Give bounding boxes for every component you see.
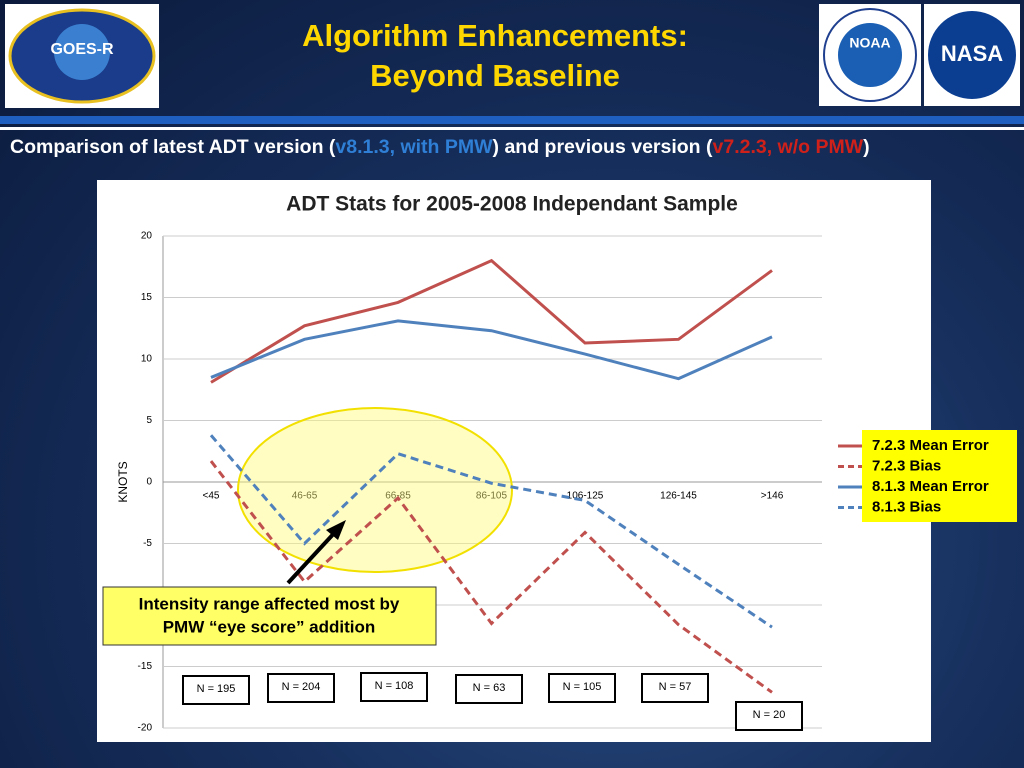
y-tick-label: 5 [146, 415, 152, 426]
logo-text: NOAA [849, 35, 890, 51]
n-box [360, 672, 428, 702]
header-bar [0, 116, 1024, 124]
title-line: Beyond Baseline [370, 58, 620, 93]
n-box [182, 675, 250, 705]
n-label: N = 204 [282, 681, 321, 693]
x-tick-label: 106-125 [567, 491, 604, 502]
logo-text: GOES-R [50, 41, 114, 58]
x-tick-label: 46-65 [292, 491, 318, 502]
legend-label: 7.2.3 Bias [872, 457, 941, 474]
n-label: N = 108 [375, 680, 414, 692]
arrow-shaft [286, 527, 340, 585]
chart-area [97, 180, 931, 742]
subtitle-part: Comparison of latest ADT version ( [10, 136, 336, 158]
n-box [735, 701, 803, 731]
logo-noaa-inner [838, 23, 902, 87]
y-tick-label: -5 [143, 538, 152, 549]
n-box [641, 673, 709, 703]
n-box [455, 674, 523, 704]
arrow-head [326, 520, 346, 540]
plot: ADT Stats for 2005-2008 Independant Samp… [102, 193, 1017, 734]
series-line [210, 319, 773, 381]
subtitle-part: v7.2.3, w/o PMW [712, 136, 864, 158]
n-label: N = 20 [753, 709, 786, 721]
annotation-box [102, 586, 437, 646]
n-label: N = 57 [659, 681, 692, 693]
n-label: N = 105 [563, 681, 602, 693]
y-tick-label: 0 [146, 477, 152, 488]
logo-nasa [928, 11, 1016, 99]
x-tick-label: 126-145 [660, 491, 697, 502]
subtitle-part: ) [863, 136, 870, 158]
subtitle-part: ) and previous version ( [492, 136, 713, 158]
y-tick-label: 15 [141, 292, 153, 303]
y-tick-label: -15 [138, 661, 153, 672]
y-axis-label: KNOTS [116, 461, 130, 502]
subtitle: Comparison of latest ADT version (v8.1.3… [10, 136, 1024, 159]
series-line [209, 460, 773, 694]
x-tick-label: <45 [203, 491, 220, 502]
n-label: N = 63 [473, 682, 506, 694]
annotation-text: Intensity range affected most by [139, 594, 400, 613]
n-box [548, 673, 616, 703]
series-line [210, 258, 773, 384]
annotation-text: PMW “eye score” addition [163, 617, 376, 636]
x-tick-label: 86-105 [476, 491, 508, 502]
header-rule [0, 127, 1024, 130]
legend-label: 8.1.3 Bias [872, 498, 941, 515]
y-tick-label: -20 [138, 723, 153, 734]
y-tick-label: 20 [141, 231, 153, 242]
y-tick-label: 10 [141, 354, 153, 365]
legend-label: 8.1.3 Mean Error [872, 478, 989, 495]
n-box [267, 673, 335, 703]
title-line: Algorithm Enhancements: [302, 18, 688, 53]
subtitle-part: v8.1.3, with PMW [335, 136, 493, 158]
series-line [209, 434, 773, 629]
x-tick-label: >146 [761, 491, 784, 502]
title: Algorithm Enhancements: Beyond Baseline [200, 16, 790, 96]
logo-text: NASA [941, 41, 1003, 66]
n-label: N = 195 [197, 683, 236, 695]
highlight [237, 407, 513, 573]
legend-box [862, 430, 1017, 522]
chart-title: ADT Stats for 2005-2008 Independant Samp… [286, 193, 738, 216]
logo-globe [54, 24, 110, 80]
legend-label: 7.2.3 Mean Error [872, 437, 989, 454]
